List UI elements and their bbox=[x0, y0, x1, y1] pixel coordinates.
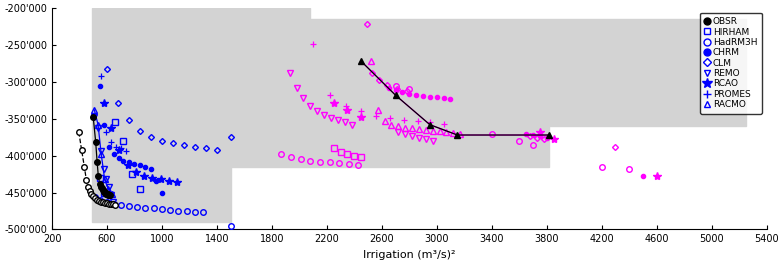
X-axis label: Irrigation (m³/s)²: Irrigation (m³/s)² bbox=[363, 250, 456, 260]
Legend: OBSR, HIRHAM, HadRM3H, CHRM, CLM, REMO, RCAO, PROMES, RACMO: OBSR, HIRHAM, HadRM3H, CHRM, CLM, REMO, … bbox=[700, 13, 762, 114]
Polygon shape bbox=[92, 8, 310, 222]
Polygon shape bbox=[310, 19, 746, 167]
